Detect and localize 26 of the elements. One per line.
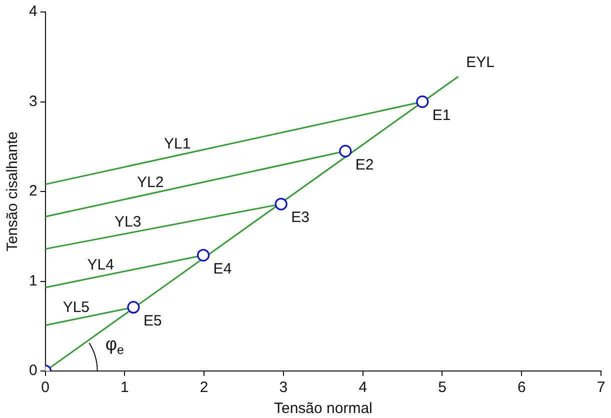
series-label: YL1	[164, 136, 191, 153]
series-label: YL3	[114, 213, 142, 230]
series-label: YL2	[137, 174, 164, 191]
x-tick-label: 6	[517, 379, 526, 396]
annotation: E1	[432, 106, 451, 124]
x-tick-label: 4	[358, 379, 368, 396]
x-tick-label: 3	[279, 379, 288, 396]
annotation: E4	[213, 260, 232, 278]
y-tick-label: 4	[29, 3, 38, 20]
annotation: E2	[355, 156, 374, 174]
y-axis-title: Tensão cisalhante	[4, 131, 22, 252]
annotation: E3	[291, 209, 310, 226]
x-tick-label: 5	[438, 379, 446, 396]
annotation: E5	[143, 312, 162, 330]
x-tick-label: 1	[120, 379, 129, 396]
series-label: EYL	[466, 54, 494, 71]
series-label: YL5	[62, 299, 90, 316]
y-tick-label: 2	[29, 182, 38, 200]
x-tick-label: 7	[596, 379, 606, 396]
y-tick-label: 0	[29, 362, 38, 380]
x-tick-label: 0	[41, 379, 50, 396]
series-label: YL4	[87, 256, 114, 274]
y-tick-label: 1	[29, 272, 38, 290]
y-tick-label: 3	[29, 92, 38, 110]
x-axis-title: Tensão normal	[274, 400, 372, 418]
x-tick-label: 2	[200, 379, 208, 396]
